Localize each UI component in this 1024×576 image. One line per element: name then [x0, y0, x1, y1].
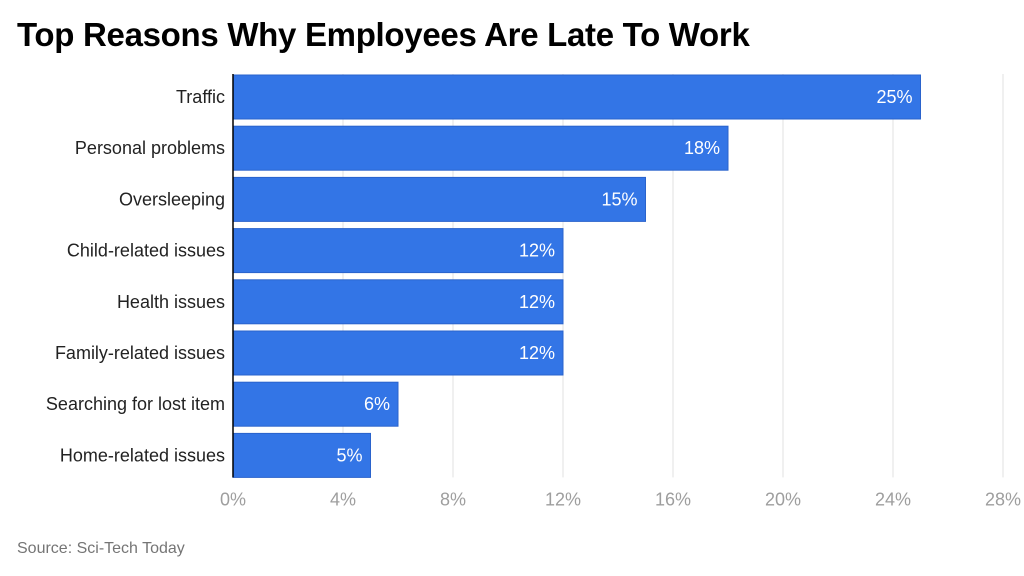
bar: [232, 125, 729, 171]
data-label: 6%: [364, 394, 390, 414]
x-tick-label: 16%: [655, 489, 691, 509]
x-tick-label: 0%: [220, 489, 246, 509]
chart-title: Top Reasons Why Employees Are Late To Wo…: [17, 16, 750, 53]
category-label: Child-related issues: [67, 241, 225, 261]
category-label: Personal problems: [75, 138, 225, 158]
bar: [232, 279, 564, 325]
data-label: 5%: [336, 445, 362, 465]
bar: [232, 176, 646, 222]
category-label: Searching for lost item: [46, 394, 225, 414]
category-label: Health issues: [117, 292, 225, 312]
category-label: Family-related issues: [55, 343, 225, 363]
source-note: Source: Sci-Tech Today: [17, 540, 185, 557]
data-label: 12%: [519, 343, 555, 363]
x-tick-label: 8%: [440, 489, 466, 509]
bar: [232, 74, 921, 120]
bar: [232, 330, 564, 376]
category-label: Home-related issues: [60, 445, 225, 465]
data-label: 25%: [876, 87, 912, 107]
bar: [232, 381, 399, 427]
data-label: 15%: [601, 189, 637, 209]
x-tick-label: 4%: [330, 489, 356, 509]
category-label: Oversleeping: [119, 189, 225, 209]
x-tick-label: 12%: [545, 489, 581, 509]
bar: [232, 228, 564, 274]
category-label: Traffic: [176, 87, 225, 107]
x-tick-label: 20%: [765, 489, 801, 509]
data-label: 18%: [684, 138, 720, 158]
x-tick-label: 24%: [875, 489, 911, 509]
data-label: 12%: [519, 292, 555, 312]
data-label: 12%: [519, 241, 555, 261]
x-tick-label: 28%: [985, 489, 1021, 509]
